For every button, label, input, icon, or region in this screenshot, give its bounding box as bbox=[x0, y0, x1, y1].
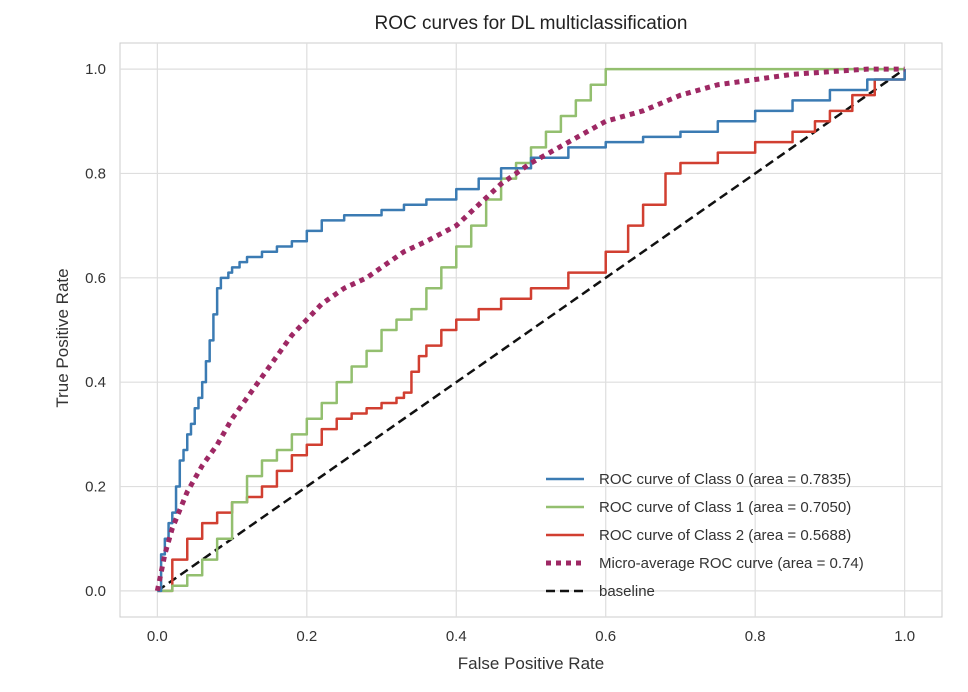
tick-labels: 0.0 0.2 0.4 0.6 0.8 1.0 0.0 0.2 0.4 0.6 0.8 1.0 bbox=[85, 61, 915, 645]
series-line-2 bbox=[157, 69, 906, 593]
x-tick-label: 0.8 bbox=[745, 628, 766, 645]
legend: ROC curve of Class 0 (area = 0.7835) ROC … bbox=[546, 471, 864, 600]
legend-label-2: ROC curve of Class 2 (area = 0.5688) bbox=[599, 527, 851, 544]
x-tick-label: 0.6 bbox=[595, 628, 616, 645]
x-tick-label: 0.0 bbox=[147, 628, 168, 645]
x-tick-label: 0.4 bbox=[446, 628, 467, 645]
x-axis-label: False Positive Rate bbox=[458, 654, 604, 673]
x-tick-label: 0.2 bbox=[296, 628, 317, 645]
y-tick-label: 0.8 bbox=[85, 165, 106, 182]
series-line-4 bbox=[156, 68, 906, 592]
legend-label-0: ROC curve of Class 0 (area = 0.7835) bbox=[599, 471, 851, 488]
series-line-0 bbox=[157, 69, 906, 593]
y-axis-label: True Positive Rate bbox=[53, 268, 72, 407]
x-tick-label: 1.0 bbox=[894, 628, 915, 645]
y-tick-label: 0.0 bbox=[85, 583, 106, 600]
chart-title: ROC curves for DL multiclassification bbox=[375, 13, 688, 34]
y-tick-label: 1.0 bbox=[85, 61, 106, 78]
series-line-3 bbox=[154, 66, 905, 592]
series-lines bbox=[154, 66, 906, 593]
series-line-1 bbox=[157, 67, 905, 593]
legend-label-3: Micro-average ROC curve (area = 0.74) bbox=[599, 555, 864, 572]
y-tick-label: 0.4 bbox=[85, 374, 106, 391]
y-tick-label: 0.2 bbox=[85, 479, 106, 496]
legend-label-1: ROC curve of Class 1 (area = 0.7050) bbox=[599, 499, 851, 516]
legend-label-4: baseline bbox=[599, 583, 655, 600]
y-tick-label: 0.6 bbox=[85, 270, 106, 287]
